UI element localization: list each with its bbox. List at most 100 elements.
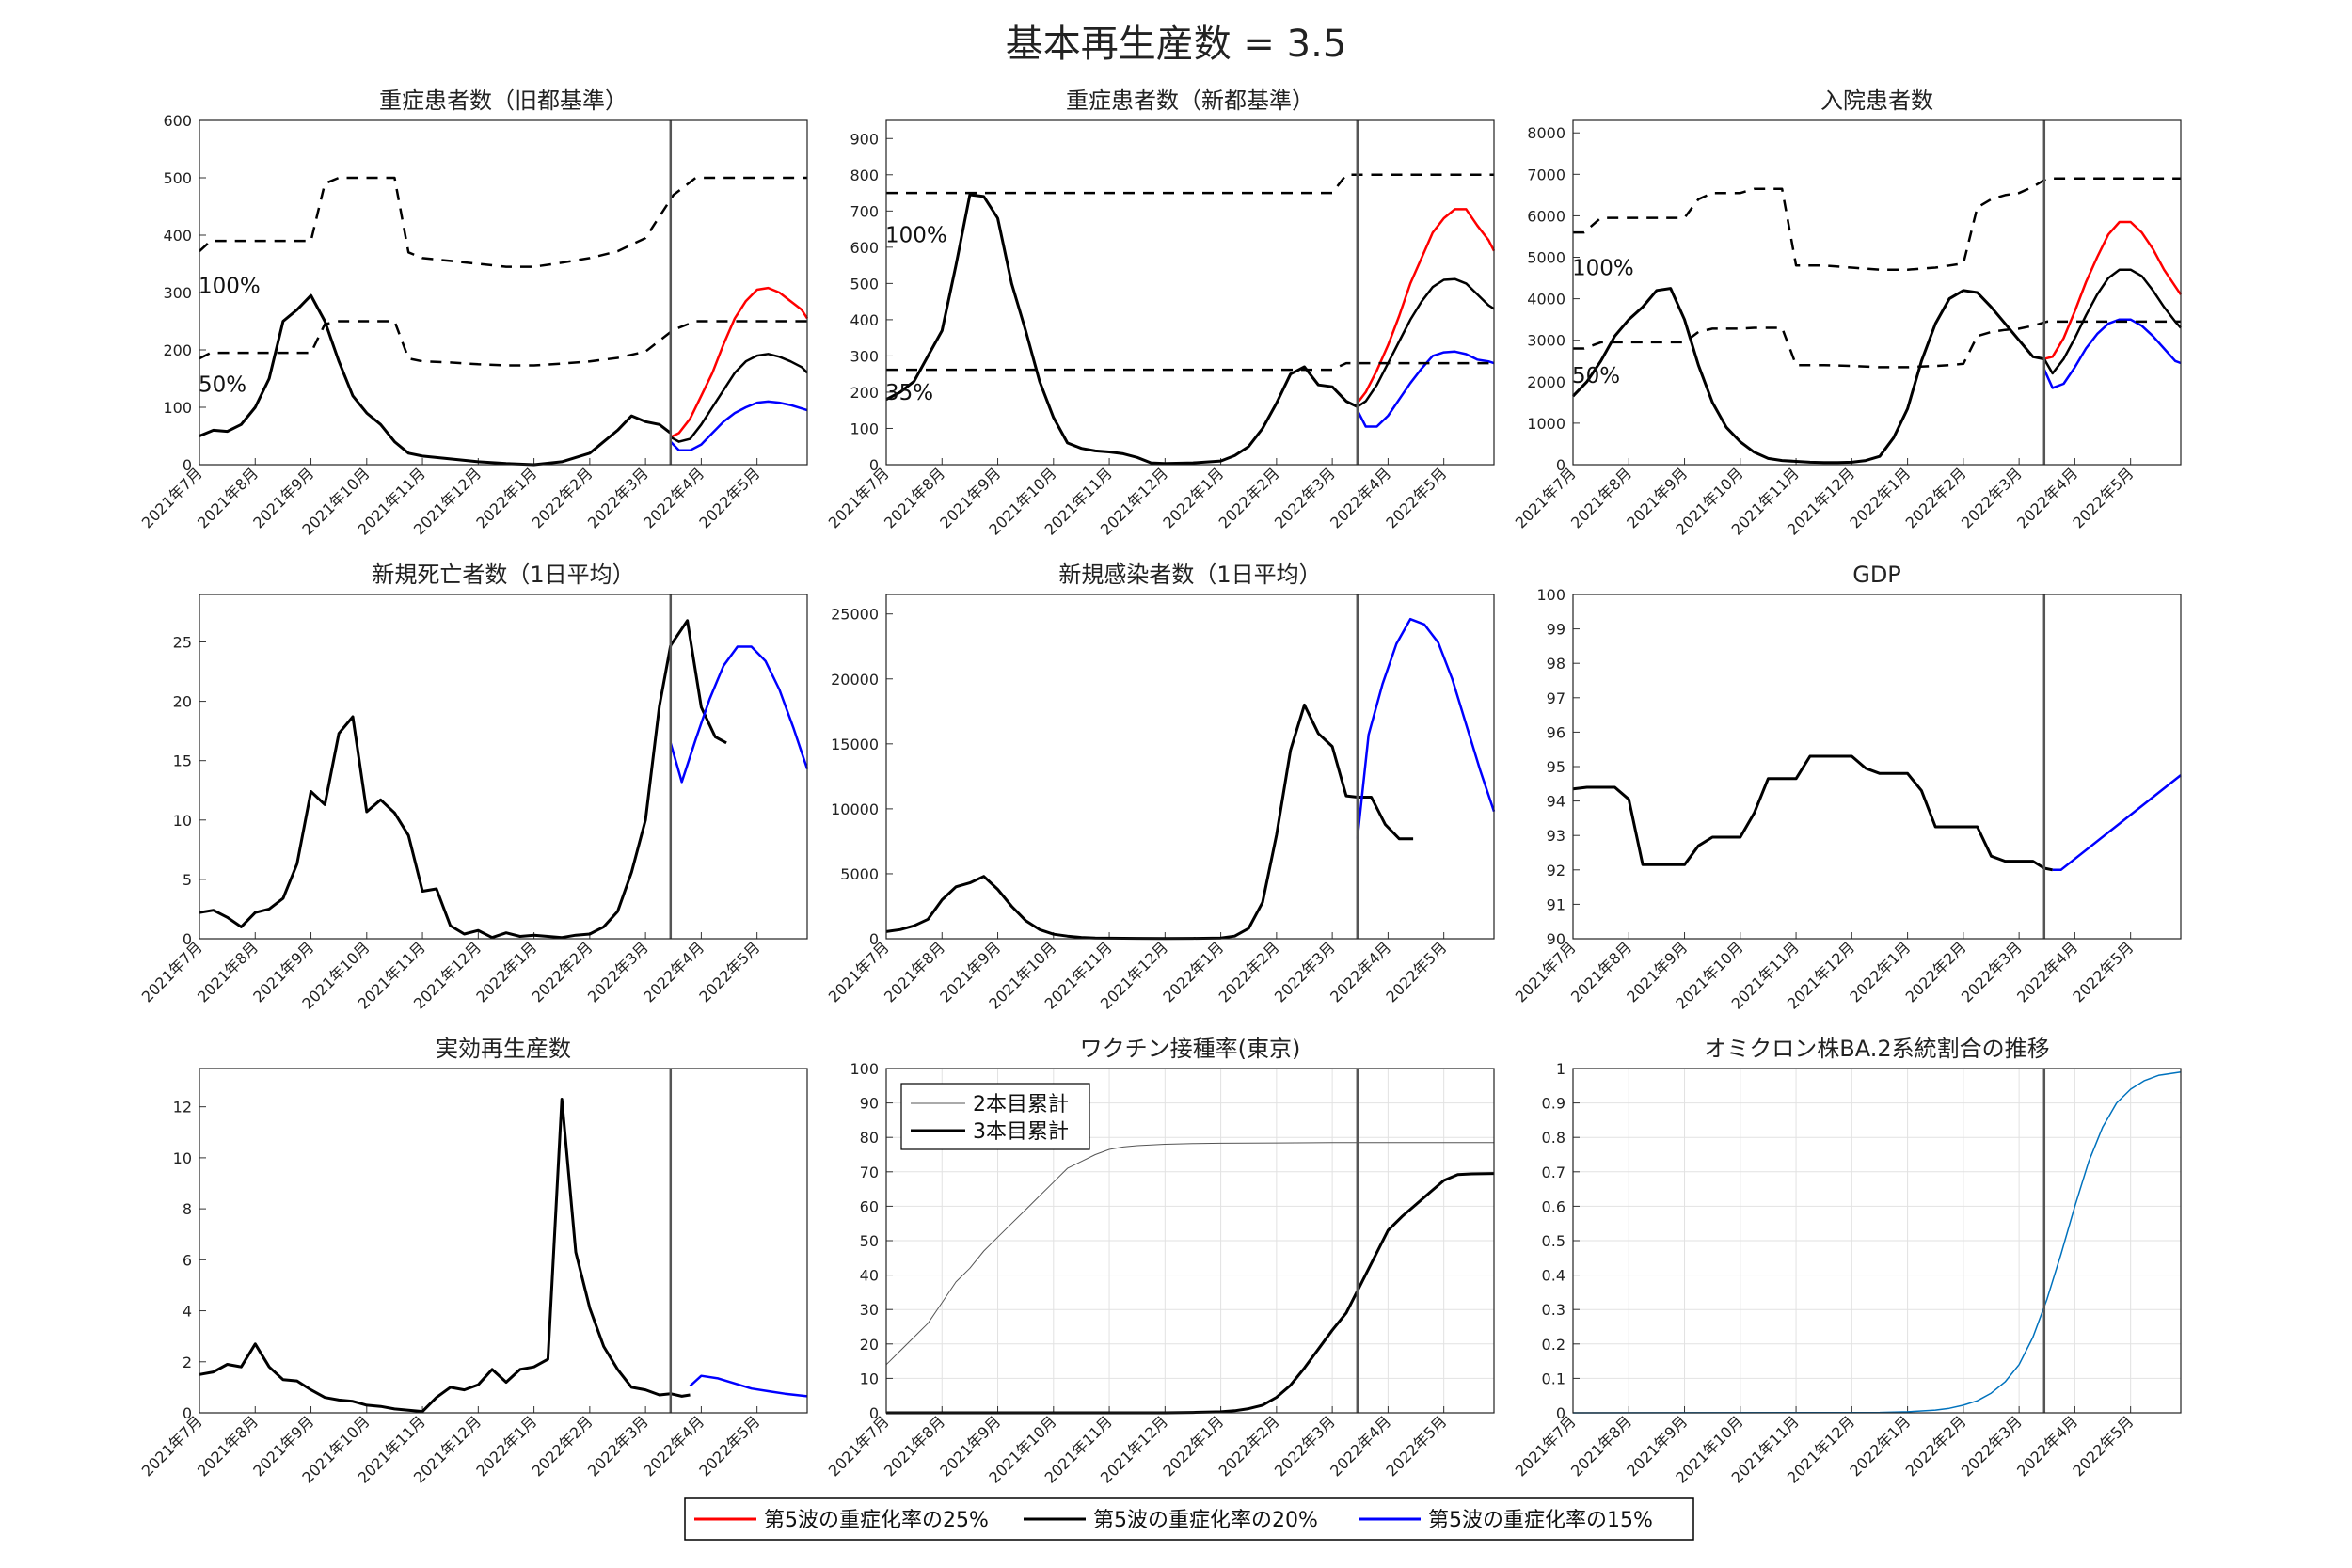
panel-title: GDP	[1852, 562, 1901, 588]
y-tick-label: 10	[173, 1149, 192, 1167]
series-line-5	[1573, 177, 2181, 271]
y-tick-label: 0.2	[1542, 1336, 1565, 1354]
x-tick-label: 2022年5月	[695, 1412, 763, 1480]
annotation-label: 100%	[199, 275, 261, 299]
y-tick-label: 0.1	[1542, 1370, 1565, 1387]
panel-legend-label: 2本目累計	[973, 1093, 1069, 1117]
x-tick-label: 2022年5月	[1382, 938, 1450, 1006]
y-tick-label: 0.8	[1542, 1129, 1565, 1147]
y-tick-label: 2000	[1527, 373, 1565, 391]
y-tick-label: 0	[869, 1404, 879, 1422]
y-tick-label: 100	[850, 420, 879, 437]
y-tick-label: 0	[183, 930, 192, 948]
y-tick-label: 20	[860, 1336, 879, 1354]
plot-area	[886, 594, 1494, 939]
series-line-3	[1357, 277, 1495, 408]
panel-legend: 2本目累計 3本目累計	[900, 1083, 1090, 1150]
y-tick-label: 0.3	[1542, 1301, 1565, 1319]
x-tick-label: 2022年5月	[2069, 1412, 2137, 1480]
y-tick-label: 0.4	[1542, 1267, 1565, 1285]
y-tick-label: 600	[850, 239, 879, 257]
series-line-2	[1356, 208, 1496, 404]
series-line-1	[199, 1098, 671, 1414]
chart-panel-4: 05101520252021年7月2021年8月2021年9月2021年10月2…	[138, 562, 809, 1013]
plot-frame	[885, 594, 1495, 940]
y-tick-label: 98	[1547, 655, 1565, 673]
y-tick-label: 97	[1547, 689, 1565, 707]
x-tick-label: 2022年5月	[1382, 1412, 1450, 1480]
y-tick-label: 50	[860, 1232, 879, 1250]
y-tick-label: 8000	[1527, 124, 1565, 142]
plot-frame	[885, 1068, 1495, 1414]
panel-title: 新規感染者数（1日平均）	[1058, 562, 1321, 588]
y-tick-label: 96	[1547, 723, 1565, 741]
chart-panel-9: 00.10.20.30.40.50.60.70.80.912021年7月2021…	[1512, 1036, 2182, 1487]
plot-area	[199, 1069, 807, 1413]
series-line-1	[1572, 754, 2045, 870]
y-tick-label: 80	[860, 1129, 879, 1147]
series-line-4	[669, 400, 808, 452]
y-tick-label: 800	[850, 166, 879, 184]
y-tick-label: 700	[850, 202, 879, 220]
series-line-2	[670, 286, 809, 438]
y-tick-label: 0.5	[1542, 1232, 1565, 1250]
plot-frame	[1572, 1068, 2182, 1414]
x-tick-label: 2022年5月	[2069, 938, 2137, 1006]
panel-legend-box	[900, 1083, 1090, 1150]
y-tick-label: 0.9	[1542, 1095, 1565, 1113]
y-tick-label: 4000	[1527, 291, 1565, 309]
chart-panel-2: 01002003004005006007008009002021年7月2021年…	[825, 87, 1496, 539]
annotation-label: 50%	[1572, 364, 1620, 388]
y-tick-label: 200	[850, 384, 879, 402]
y-tick-label: 3000	[1527, 332, 1565, 350]
plot-frame	[1572, 119, 2182, 466]
y-tick-label: 1000	[1527, 415, 1565, 433]
y-tick-label: 10	[860, 1370, 879, 1387]
panel-title: オミクロン株BA.2系統割合の推移	[1704, 1036, 2049, 1062]
y-tick-label: 91	[1547, 895, 1565, 913]
y-tick-label: 20	[173, 693, 192, 711]
chart-panel-6: 909192939495969798991002021年7月2021年8月202…	[1512, 562, 2182, 1013]
y-tick-label: 0	[183, 1404, 192, 1422]
annotation-label: 35%	[885, 381, 933, 405]
y-tick-label: 6	[183, 1251, 192, 1269]
series-line-3	[1356, 617, 1496, 839]
series-line-1	[885, 703, 1358, 941]
y-tick-label: 900	[850, 130, 879, 148]
plot-area	[199, 594, 807, 939]
legend-label-20: 第5波の重症化率の20%	[1093, 1509, 1318, 1532]
series-line-1	[885, 193, 1359, 466]
y-tick-label: 25000	[831, 606, 879, 624]
chart-panel-1: 01002003004005006002021年7月2021年8月2021年9月…	[138, 87, 809, 539]
y-tick-label: 15000	[831, 736, 879, 753]
y-tick-label: 0	[1556, 456, 1565, 474]
plot-area	[199, 120, 807, 465]
series-line-3	[2052, 774, 2182, 872]
figure-title: 基本再生産数 = 3.5	[1006, 23, 1347, 66]
y-tick-label: 90	[860, 1095, 879, 1113]
y-tick-label: 0.7	[1542, 1164, 1565, 1181]
chart-panel-3: 0100020003000400050006000700080002021年7月…	[1512, 87, 2183, 539]
chart-panel-8: 01020304050607080901002021年7月2021年8月2021…	[825, 1036, 1495, 1487]
y-tick-label: 100	[850, 1060, 879, 1078]
y-tick-label: 6000	[1527, 207, 1565, 225]
panel-legend-label: 3本目累計	[973, 1120, 1069, 1144]
y-tick-label: 0	[869, 456, 879, 474]
y-tick-label: 10	[173, 812, 192, 830]
x-tick-label: 2022年5月	[695, 938, 763, 1006]
y-tick-label: 70	[860, 1164, 879, 1181]
series-line-2	[2043, 220, 2183, 360]
series-line-2	[886, 1172, 1495, 1415]
series-line-6	[1573, 320, 2181, 369]
y-tick-label: 40	[860, 1267, 879, 1285]
panel-title: 入院患者数	[1820, 87, 1933, 114]
panel-title: 実効再生産数	[436, 1036, 571, 1062]
y-tick-label: 0.6	[1542, 1197, 1565, 1215]
series-line-2	[1357, 796, 1414, 841]
y-tick-label: 500	[850, 275, 879, 293]
y-tick-label: 60	[860, 1197, 879, 1215]
y-tick-label: 0	[869, 930, 879, 948]
plot-area	[886, 120, 1494, 465]
plot-frame	[199, 594, 808, 940]
